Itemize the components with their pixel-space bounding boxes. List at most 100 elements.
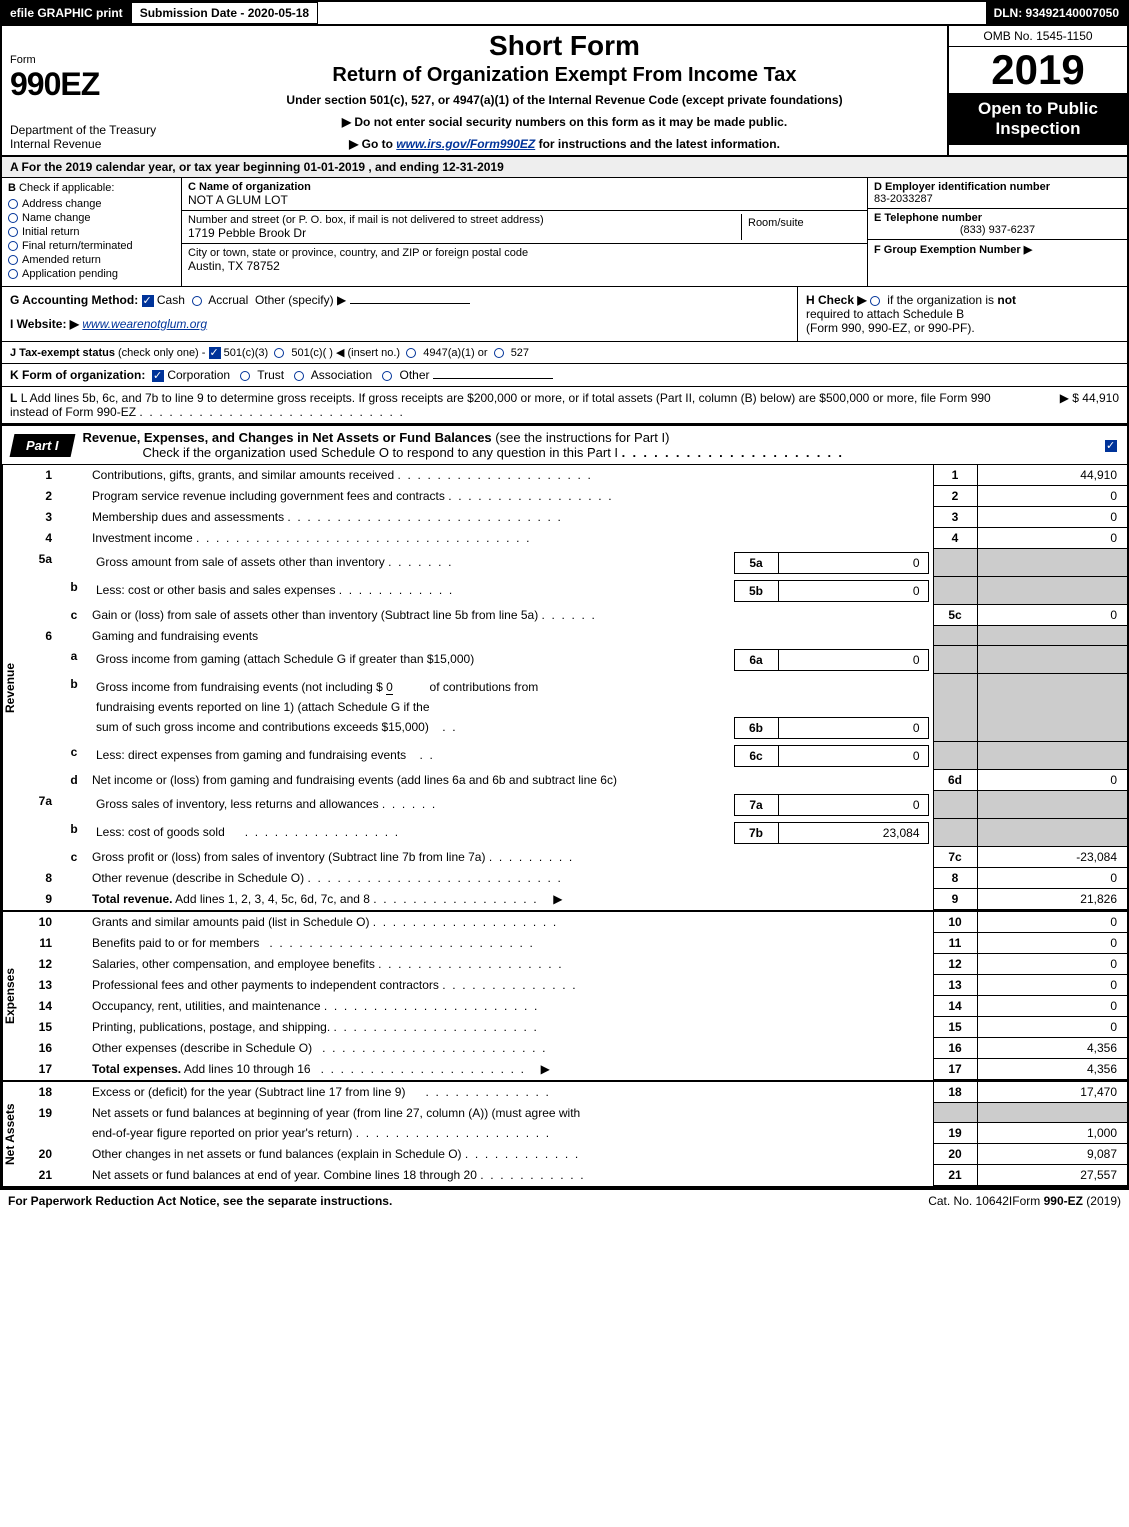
j-4947: 4947(a)(1) or [423, 347, 487, 359]
part1-tab: Part I [10, 434, 75, 457]
line-5a: 5a Gross amount from sale of assets othe… [26, 549, 1127, 577]
line-12: 12 Salaries, other compensation, and emp… [26, 954, 1127, 975]
h-line3: (Form 990, 990-EZ, or 990-PF). [806, 321, 975, 335]
line-7a: 7a Gross sales of inventory, less return… [26, 791, 1127, 819]
i-website-label: I Website: ▶ [10, 317, 79, 331]
chk-address-change[interactable]: Address change [8, 198, 175, 210]
j-501c: 501(c)( ) ◀ (insert no.) [291, 347, 400, 359]
j-501c3-check[interactable] [209, 347, 221, 359]
j-4947-check[interactable] [406, 348, 416, 358]
netassets-side-label: Net Assets [2, 1082, 26, 1186]
g-accrual-check[interactable] [192, 296, 202, 306]
chk-address-change-label: Address change [22, 198, 102, 210]
line-5b: b Less: cost or other basis and sales ex… [26, 577, 1127, 605]
chk-initial-return[interactable]: Initial return [8, 226, 175, 238]
line-19: 19 Net assets or fund balances at beginn… [26, 1103, 1127, 1123]
chk-final-return[interactable]: Final return/terminated [8, 240, 175, 252]
period-line-a: A For the 2019 calendar year, or tax yea… [2, 157, 1127, 178]
g-cash-check[interactable] [142, 295, 154, 307]
line-5c: c Gain or (loss) from sale of assets oth… [26, 605, 1127, 626]
k-other-check[interactable] [382, 371, 392, 381]
line-2: 2 Program service revenue including gove… [26, 486, 1127, 507]
g-accrual-label: Accrual [208, 293, 248, 307]
h-check[interactable] [870, 296, 880, 306]
line-8: 8 Other revenue (describe in Schedule O)… [26, 868, 1127, 889]
c-name-label: C Name of organization [188, 181, 861, 193]
goto-pre: ▶ Go to [349, 137, 396, 151]
k-trust-check[interactable] [240, 371, 250, 381]
tax-year: 2019 [949, 47, 1127, 93]
j-527-check[interactable] [494, 348, 504, 358]
form-number: 990EZ [10, 66, 174, 103]
c-city-value: Austin, TX 78752 [188, 259, 280, 273]
h-not: not [997, 293, 1016, 307]
line-6a: a Gross income from gaming (attach Sched… [26, 646, 1127, 674]
c-addr-value: 1719 Pebble Brook Dr [188, 226, 306, 240]
h-text: H Check ▶ [806, 293, 867, 307]
j-527: 527 [511, 347, 529, 359]
k-trust: Trust [257, 368, 284, 382]
j-small: (check only one) - [118, 347, 205, 359]
dln-label: DLN: 93492140007050 [986, 2, 1127, 24]
line-19b: end-of-year figure reported on prior yea… [26, 1123, 1127, 1144]
h-post: if the organization is [887, 293, 994, 307]
line-6b: b Gross income from fundraising events (… [26, 674, 1127, 742]
h-line2: required to attach Schedule B [806, 307, 964, 321]
title-sub: Return of Organization Exempt From Incom… [192, 64, 937, 87]
revenue-side-label: Revenue [2, 465, 26, 910]
chk-name-change[interactable]: Name change [8, 212, 175, 224]
chk-final-return-label: Final return/terminated [22, 240, 133, 252]
footer-paperwork: For Paperwork Reduction Act Notice, see … [8, 1194, 728, 1208]
title-small: Under section 501(c), 527, or 4947(a)(1)… [192, 93, 937, 107]
line-16: 16 Other expenses (describe in Schedule … [26, 1038, 1127, 1059]
part1-title-small: (see the instructions for Part I) [495, 430, 669, 445]
chk-application-pending[interactable]: Application pending [8, 268, 175, 280]
chk-amended-return[interactable]: Amended return [8, 254, 175, 266]
line-7c: c Gross profit or (loss) from sales of i… [26, 847, 1127, 868]
title-arrow-1: ▶ Do not enter social security numbers o… [192, 115, 937, 129]
k-assoc-check[interactable] [294, 371, 304, 381]
expenses-side-label: Expenses [2, 912, 26, 1080]
g-label: G Accounting Method: [10, 293, 138, 307]
d-ein-value: 83-2033287 [874, 193, 933, 205]
chk-name-change-label: Name change [22, 212, 91, 224]
line-6: 6 Gaming and fundraising events [26, 626, 1127, 646]
k-corp-check[interactable] [152, 370, 164, 382]
line-4: 4 Investment income . . . . . . . . . . … [26, 528, 1127, 549]
part1-title: Revenue, Expenses, and Changes in Net As… [83, 430, 492, 445]
line-17: 17 Total expenses. Add lines 10 through … [26, 1059, 1127, 1080]
i-website-link[interactable]: www.wearenotglum.org [82, 317, 207, 331]
chk-application-pending-label: Application pending [22, 268, 118, 280]
omb-number: OMB No. 1545-1150 [949, 26, 1127, 47]
dept-treasury: Department of the Treasury [10, 123, 174, 137]
part1-check-line: Check if the organization used Schedule … [83, 445, 619, 460]
e-phone-label: E Telephone number [874, 212, 982, 224]
public-inspection: Open to Public Inspection [949, 93, 1127, 145]
c-city-label: City or town, state or province, country… [188, 247, 528, 259]
submission-date: Submission Date - 2020-05-18 [131, 2, 318, 24]
l-amount: ▶ $ 44,910 [999, 391, 1119, 419]
room-suite-label: Room/suite [741, 214, 861, 240]
k-corp: Corporation [167, 368, 230, 382]
chk-amended-return-label: Amended return [22, 254, 101, 266]
title-arrow-2: ▶ Go to www.irs.gov/Form990EZ for instru… [192, 137, 937, 151]
c-name-value: NOT A GLUM LOT [188, 193, 288, 207]
line-10: 10 Grants and similar amounts paid (list… [26, 912, 1127, 933]
line-1: 1 Contributions, gifts, grants, and simi… [26, 465, 1127, 486]
irs-link[interactable]: www.irs.gov/Form990EZ [396, 137, 535, 151]
title-main: Short Form [192, 30, 937, 62]
k-label: K Form of organization: [10, 368, 145, 382]
j-501c-check[interactable] [274, 348, 284, 358]
line-3: 3 Membership dues and assessments . . . … [26, 507, 1127, 528]
g-cash-label: Cash [157, 293, 185, 307]
d-ein-label: D Employer identification number [874, 181, 1050, 193]
goto-post: for instructions and the latest informat… [535, 137, 780, 151]
line-6c: c Less: direct expenses from gaming and … [26, 742, 1127, 770]
line-21: 21 Net assets or fund balances at end of… [26, 1165, 1127, 1186]
f-group-label: F Group Exemption Number ▶ [874, 244, 1032, 256]
line-6d: d Net income or (loss) from gaming and f… [26, 770, 1127, 791]
efile-label: efile GRAPHIC print [2, 2, 131, 24]
line-9: 9 Total revenue. Add lines 1, 2, 3, 4, 5… [26, 889, 1127, 910]
line-15: 15 Printing, publications, postage, and … [26, 1017, 1127, 1038]
part1-schedule-o-check[interactable] [1105, 440, 1117, 452]
